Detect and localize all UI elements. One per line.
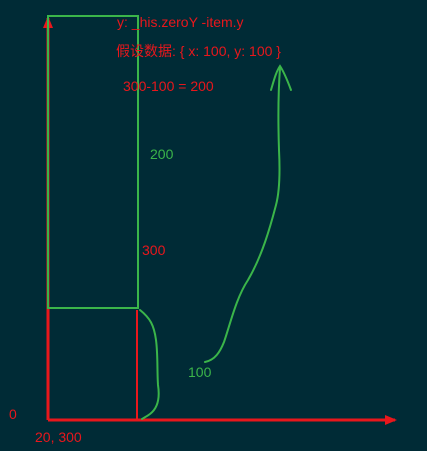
pointer-arrowhead — [270, 64, 292, 91]
origin-zero-label: 0 — [9, 406, 17, 422]
pointer-arrow — [204, 67, 281, 363]
height-300-label: 300 — [142, 242, 166, 258]
height-200-label: 200 — [150, 146, 174, 162]
bracket-100 — [139, 309, 160, 420]
formula-label: y: _his.zeroY -item.y — [117, 14, 244, 30]
assumption-label: 假设数据: { x: 100, y: 100 } — [116, 43, 281, 59]
bar-rectangle — [47, 15, 139, 309]
calculation-label: 300-100 = 200 — [123, 78, 214, 94]
zero-point-label: 20, 300 — [35, 429, 82, 445]
width-100-label: 100 — [188, 364, 212, 380]
